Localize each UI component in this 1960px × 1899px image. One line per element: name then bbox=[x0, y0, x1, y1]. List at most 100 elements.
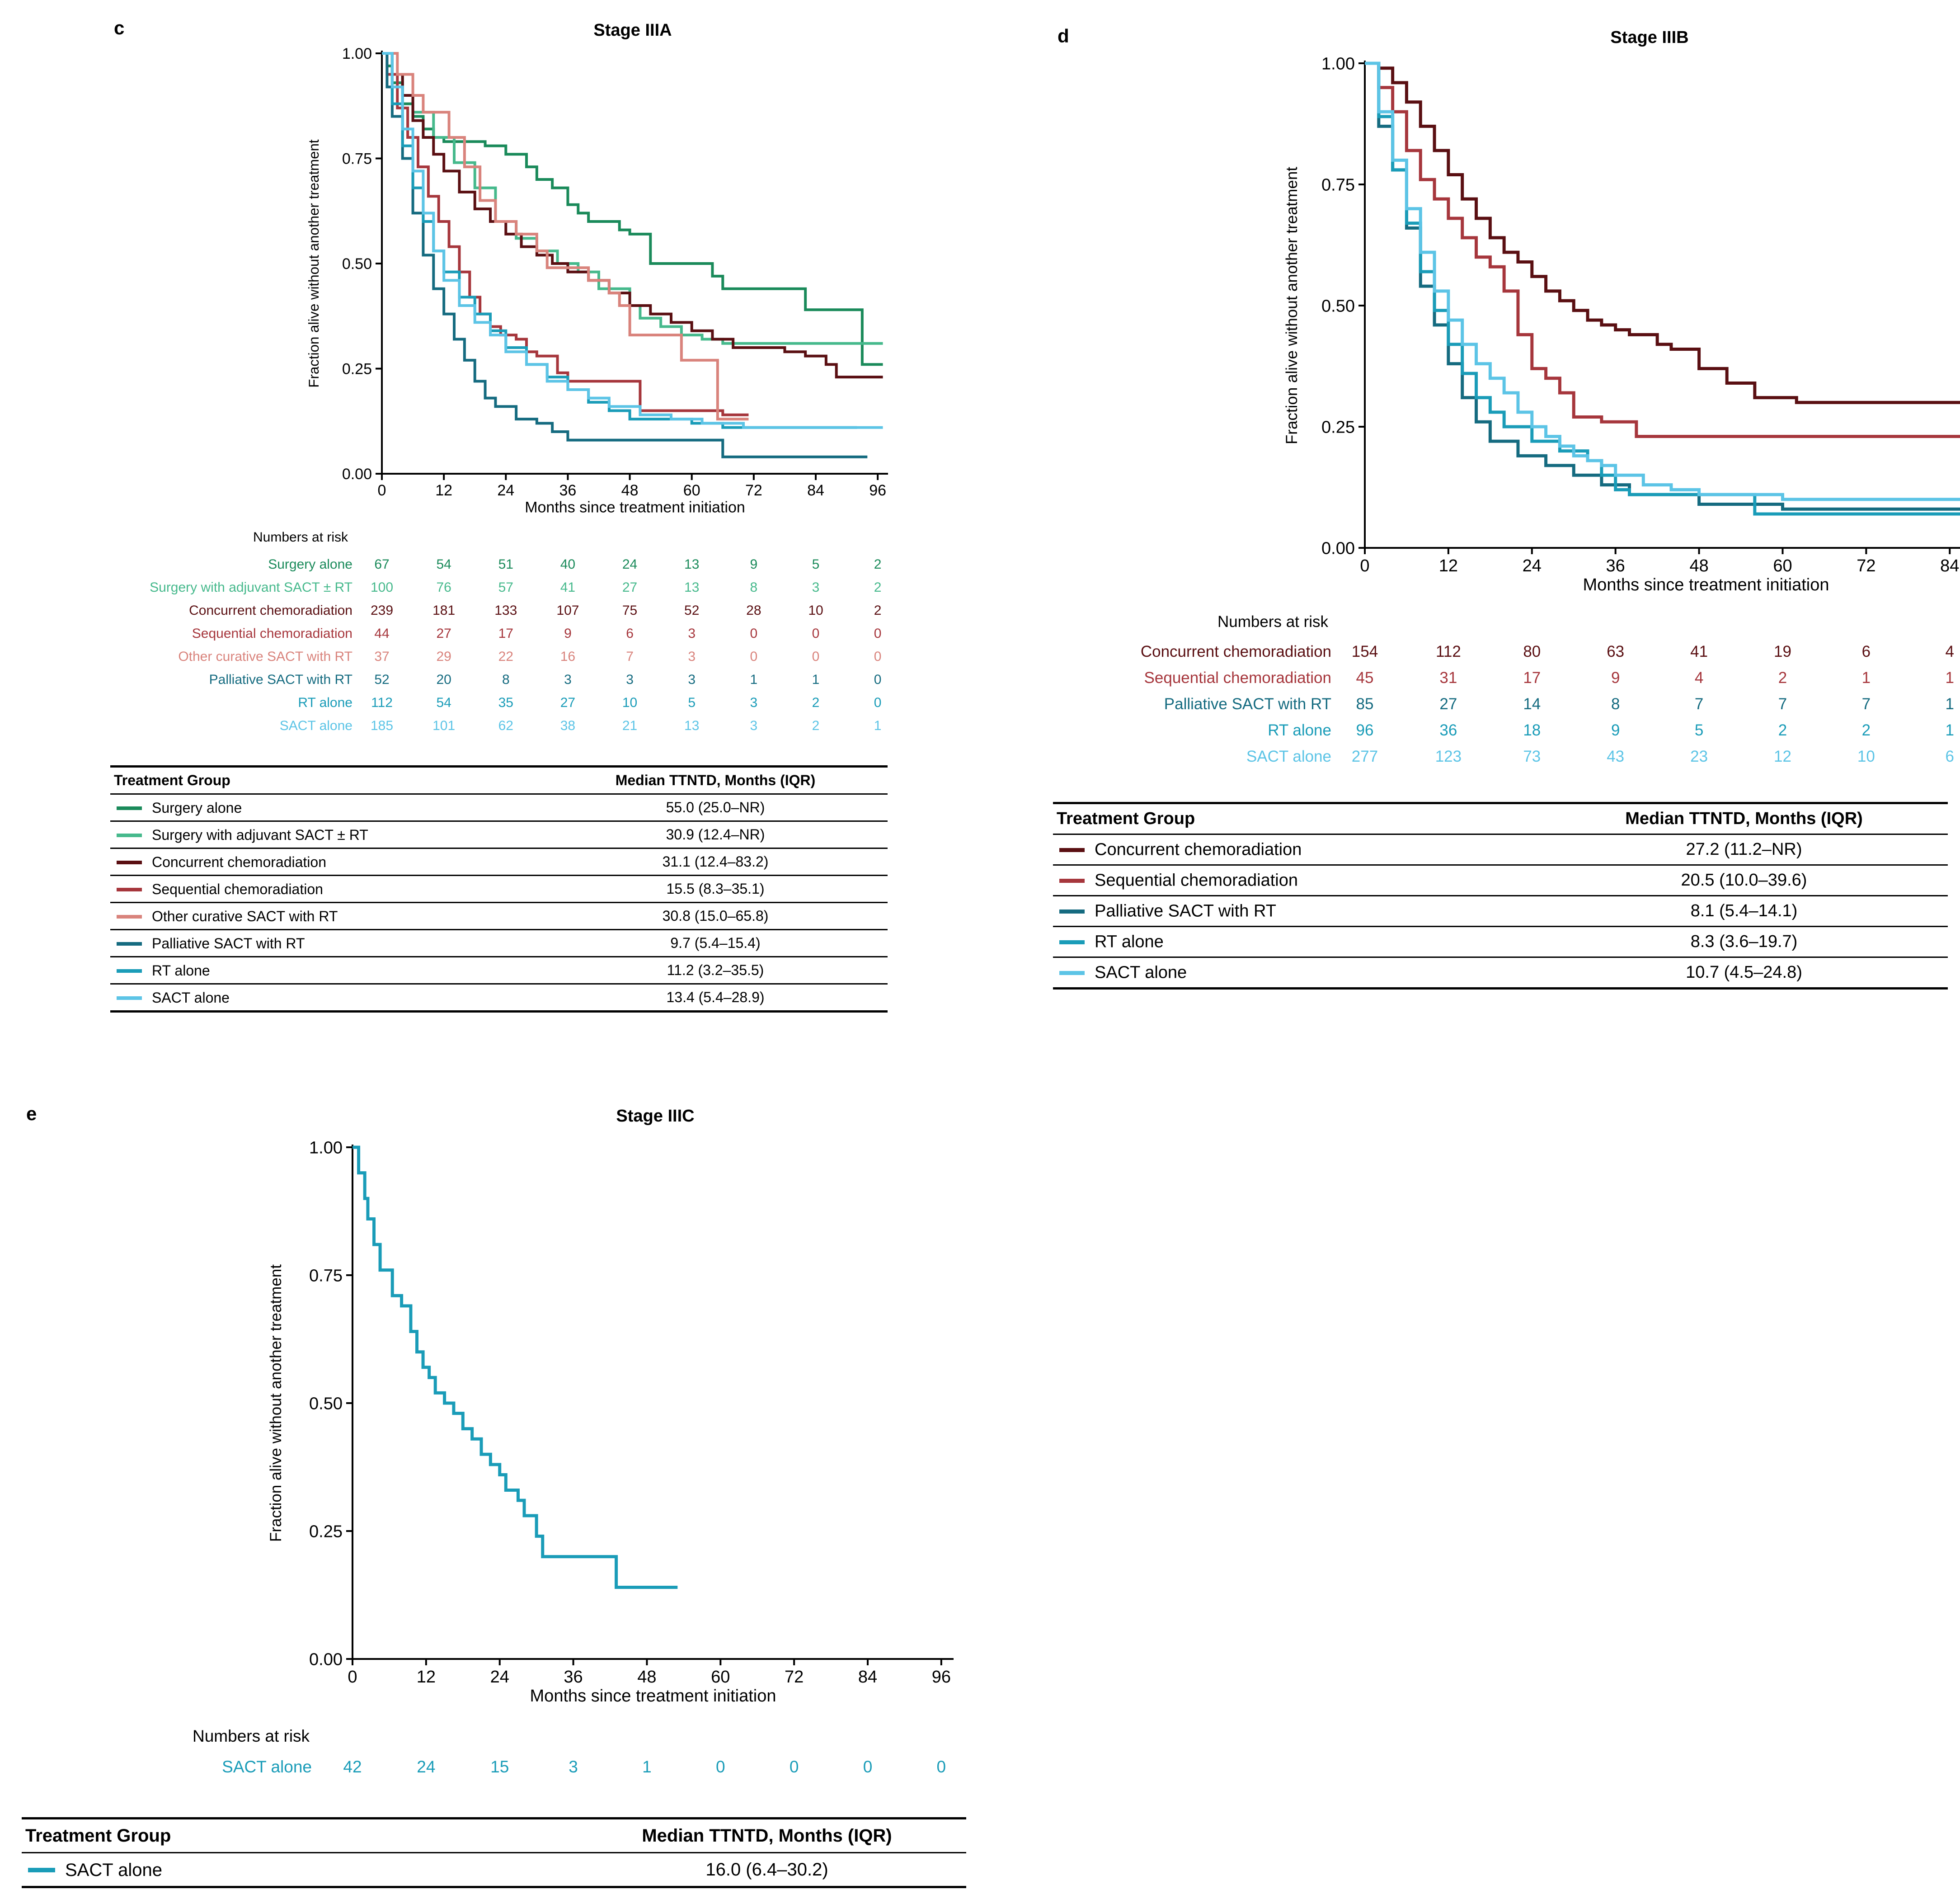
risk-row-label: RT alone bbox=[298, 695, 353, 710]
median-ttntd-table: Treatment Group Median TTNTD, Months (IQR… bbox=[1053, 802, 1948, 990]
chart-title-d: Stage IIIB bbox=[1610, 28, 1689, 47]
x-tick-label: 12 bbox=[417, 1668, 436, 1687]
risk-value: 54 bbox=[436, 557, 451, 572]
median-ttntd-table: Treatment Group Median TTNTD, Months (IQR… bbox=[110, 765, 888, 1013]
risk-value: 5 bbox=[812, 557, 820, 572]
risk-value: 3 bbox=[626, 672, 634, 687]
risk-value: 0 bbox=[715, 1758, 725, 1776]
median-value: 30.8 (15.0–65.8) bbox=[543, 902, 888, 930]
risk-value: 112 bbox=[371, 695, 393, 710]
risk-value: 63 bbox=[1607, 643, 1625, 660]
legend-swatch bbox=[117, 914, 142, 919]
x-tick-label: 24 bbox=[497, 482, 514, 499]
risk-row-label: SACT alone bbox=[279, 718, 353, 733]
km-chart-d: 012243648607284960.000.250.500.751.00Mon… bbox=[1283, 54, 1960, 594]
risk-value: 0 bbox=[874, 672, 882, 687]
risk-value: 3 bbox=[750, 695, 758, 710]
risk-value: 27 bbox=[436, 626, 451, 641]
km-series-line bbox=[382, 52, 883, 345]
median-value: 16.0 (6.4–30.2) bbox=[568, 1852, 966, 1888]
treatment-group-label: Surgery with adjuvant SACT ± RT bbox=[152, 827, 368, 843]
risk-value: 52 bbox=[374, 672, 390, 687]
risk-value: 17 bbox=[498, 626, 513, 641]
km-series-line bbox=[382, 52, 883, 379]
col-header-treatment-group: Treatment Group bbox=[1053, 802, 1540, 835]
risk-value: 80 bbox=[1523, 643, 1541, 660]
risk-value: 2 bbox=[1778, 721, 1787, 739]
risk-value: 29 bbox=[436, 649, 451, 664]
risk-value: 31 bbox=[1439, 669, 1457, 687]
col-header-median: Median TTNTD, Months (IQR) bbox=[568, 1817, 966, 1853]
risk-value: 7 bbox=[1861, 695, 1871, 713]
risk-value: 9 bbox=[1611, 721, 1620, 739]
risk-value: 15 bbox=[490, 1758, 509, 1776]
risk-value: 12 bbox=[1774, 748, 1791, 765]
risk-value: 4 bbox=[1945, 643, 1955, 660]
treatment-group-label: RT alone bbox=[152, 962, 210, 979]
risk-row-label: Sequential chemoradiation bbox=[192, 626, 353, 641]
risk-value: 181 bbox=[432, 603, 456, 618]
x-tick-label: 24 bbox=[1523, 556, 1542, 575]
y-tick-label: 1.00 bbox=[342, 45, 372, 62]
risk-value: 1 bbox=[750, 672, 758, 687]
table-row: SACT alone 10.7 (4.5–24.8) bbox=[1053, 957, 1948, 990]
risk-value: 0 bbox=[936, 1758, 946, 1776]
col-header-treatment-group: Treatment Group bbox=[110, 765, 543, 795]
risk-value: 36 bbox=[1439, 721, 1457, 739]
risk-value: 10 bbox=[808, 603, 823, 618]
risk-value: 0 bbox=[750, 649, 758, 664]
legend-swatch bbox=[117, 860, 142, 864]
risk-value: 1 bbox=[1861, 669, 1871, 687]
panel-letter-c: c bbox=[114, 17, 125, 38]
x-tick-label: 24 bbox=[490, 1668, 509, 1687]
risk-value: 73 bbox=[1523, 748, 1541, 765]
risk-value: 10 bbox=[1857, 748, 1875, 765]
risk-table-header: Numbers at risk bbox=[1217, 613, 1329, 631]
risk-value: 42 bbox=[343, 1758, 362, 1776]
risk-value: 1 bbox=[1945, 721, 1955, 739]
panel-letter-e: e bbox=[26, 1103, 37, 1124]
risk-value: 3 bbox=[688, 626, 696, 641]
risk-value: 7 bbox=[1778, 695, 1787, 713]
x-tick-label: 12 bbox=[1439, 556, 1458, 575]
risk-value: 2 bbox=[1861, 721, 1871, 739]
treatment-group-label: RT alone bbox=[1095, 932, 1164, 952]
table-row: Palliative SACT with RT 9.7 (5.4–15.4) bbox=[110, 929, 888, 957]
risk-row-label: Other curative SACT with RT bbox=[178, 649, 353, 664]
risk-value: 19 bbox=[1774, 643, 1791, 660]
treatment-group-label: Palliative SACT with RT bbox=[152, 935, 305, 952]
x-tick-label: 36 bbox=[564, 1668, 583, 1687]
risk-value: 40 bbox=[560, 557, 576, 572]
km-chart-c: 0 12 24 36 48 60 72 84 96 0.00 0.25 0.50 0.75 1.00 Mon… bbox=[306, 45, 888, 516]
median-value: 13.4 (5.4–28.9) bbox=[543, 984, 888, 1013]
risk-value: 3 bbox=[688, 672, 696, 687]
x-tick-label: 0 bbox=[378, 482, 386, 499]
x-tick-label: 36 bbox=[1606, 556, 1625, 575]
y-axis-label: Fraction alive without another treatment bbox=[1283, 167, 1301, 444]
treatment-group-label: Surgery alone bbox=[152, 800, 242, 816]
risk-value: 107 bbox=[556, 603, 579, 618]
km-series-line bbox=[1365, 61, 1960, 501]
y-tick-label: 0.00 bbox=[1321, 539, 1355, 558]
risk-value: 23 bbox=[1690, 748, 1708, 765]
risk-value: 277 bbox=[1351, 748, 1378, 765]
risk-value: 154 bbox=[1351, 643, 1378, 660]
median-value: 10.7 (4.5–24.8) bbox=[1540, 957, 1948, 990]
x-tick-label: 72 bbox=[1857, 556, 1875, 575]
y-tick-label: 0.00 bbox=[309, 1650, 343, 1669]
risk-value: 16 bbox=[560, 649, 576, 664]
median-value: 31.1 (12.4–83.2) bbox=[543, 848, 888, 876]
legend-swatch bbox=[1059, 909, 1085, 914]
risk-value: 27 bbox=[560, 695, 576, 710]
x-tick-label: 0 bbox=[1360, 556, 1369, 575]
risk-value: 2 bbox=[874, 557, 882, 572]
risk-value: 35 bbox=[498, 695, 513, 710]
km-series-line bbox=[1365, 61, 1960, 516]
x-tick-label: 72 bbox=[785, 1668, 804, 1687]
risk-row-label: RT alone bbox=[1268, 721, 1331, 739]
legend-swatch bbox=[1059, 971, 1085, 975]
risk-row-label: Surgery with adjuvant SACT ± RT bbox=[150, 580, 353, 595]
x-tick-label: 60 bbox=[711, 1668, 730, 1687]
risk-value: 0 bbox=[874, 695, 882, 710]
treatment-group-label: SACT alone bbox=[152, 990, 230, 1006]
